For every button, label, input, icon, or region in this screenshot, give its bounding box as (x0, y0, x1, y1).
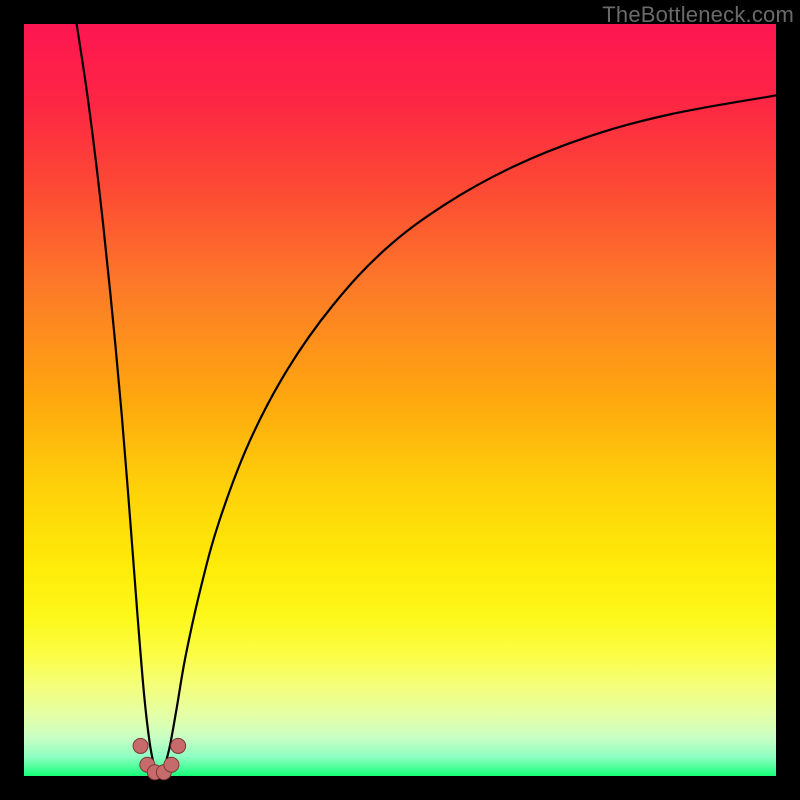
chart-container: TheBottleneck.com (0, 0, 800, 800)
marker-point (171, 738, 186, 753)
watermark-text: TheBottleneck.com (602, 2, 794, 28)
plot-gradient (24, 24, 776, 776)
bottleneck-chart (0, 0, 800, 800)
marker-point (164, 757, 179, 772)
marker-point (133, 738, 148, 753)
